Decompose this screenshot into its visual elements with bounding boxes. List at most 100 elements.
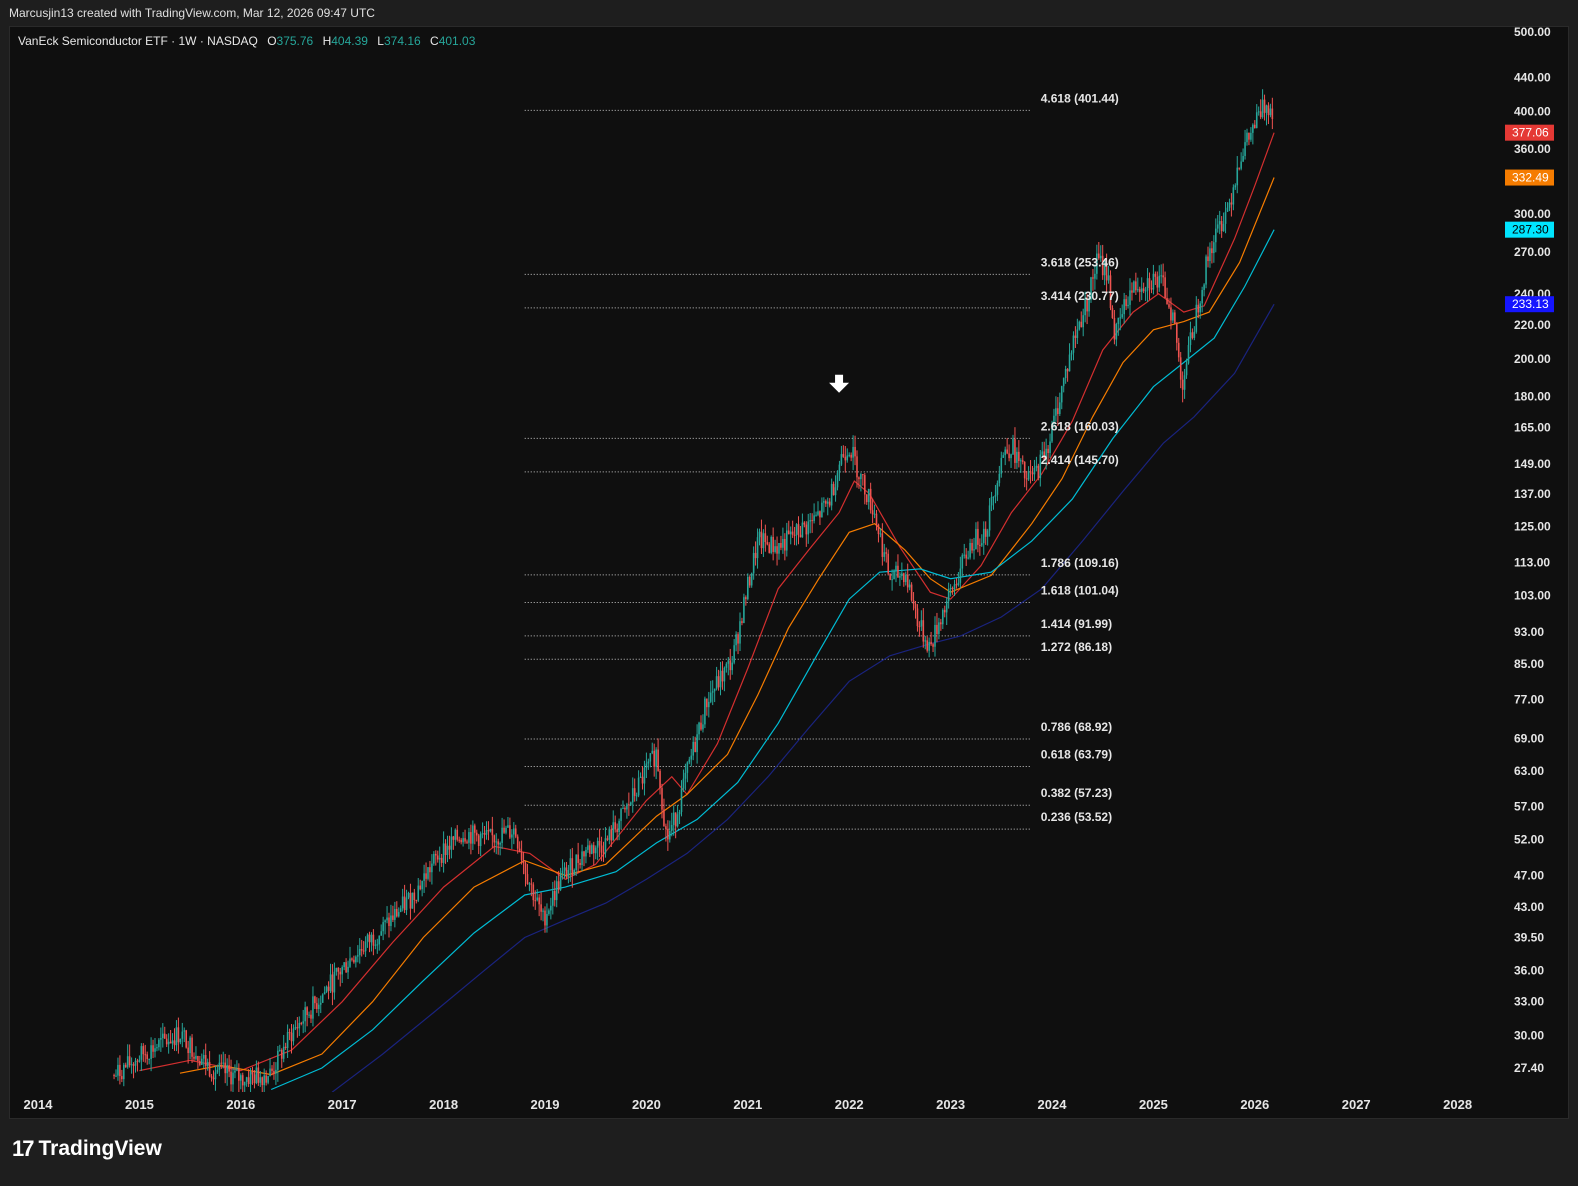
- candle-body-down: [444, 843, 447, 855]
- candle-body-down: [665, 826, 667, 830]
- candle-body-up: [433, 853, 435, 864]
- candle-body-down: [199, 1061, 201, 1065]
- candle-body-up: [622, 807, 624, 809]
- candle-body-up: [323, 991, 326, 995]
- candle-body-up: [318, 1004, 320, 1010]
- price-tag[interactable]: [1505, 169, 1554, 186]
- candle-body-up: [591, 845, 593, 854]
- candle-body-down: [903, 573, 905, 583]
- y-axis-tick-label: 500.00: [1514, 25, 1551, 39]
- candle-body-down: [1086, 298, 1088, 312]
- candle-body-down: [316, 1003, 318, 1010]
- fib-level-label: 4.618 (401.44): [1041, 91, 1119, 105]
- candle-body-down: [955, 584, 958, 586]
- candle-body-up: [1250, 132, 1252, 140]
- candle-body-up: [873, 513, 876, 515]
- x-axis-tick-label: 2028: [1443, 1097, 1472, 1112]
- candle-body-up: [684, 772, 687, 779]
- candle-body-down: [261, 1077, 264, 1086]
- candle-body-down: [811, 520, 813, 522]
- chart-pane[interactable]: [9, 26, 1569, 1119]
- candle-body-down: [1170, 307, 1172, 321]
- plot-area[interactable]: [113, 89, 1275, 1097]
- candle-body-down: [1211, 248, 1213, 254]
- candle-body-down: [1181, 379, 1184, 390]
- candle-body-up: [789, 531, 792, 535]
- candle-body-up: [688, 759, 691, 763]
- close-value: 401.03: [438, 34, 476, 48]
- candle-body-up: [893, 570, 895, 580]
- candle-body-down: [793, 534, 796, 536]
- candle-body-down: [280, 1049, 283, 1059]
- candle-body-up: [1115, 324, 1118, 340]
- candle-body-down: [865, 494, 868, 503]
- candle-body-up: [587, 845, 589, 850]
- candle-body-down: [971, 542, 973, 551]
- candle-body-down: [1156, 276, 1159, 288]
- candle-body-down: [1197, 304, 1200, 313]
- candle-body-up: [1041, 451, 1044, 455]
- candle-body-up: [823, 501, 825, 503]
- candle-body-up: [908, 584, 911, 588]
- price-tag[interactable]: [1505, 221, 1554, 238]
- candle-body-down: [1125, 299, 1127, 307]
- x-axis-tick-label: 2017: [328, 1097, 357, 1112]
- candle-body-up: [1137, 289, 1139, 291]
- candle-body-up: [581, 851, 583, 865]
- candle-body-up: [604, 838, 607, 854]
- candle-body-down: [273, 1070, 275, 1074]
- price-tag[interactable]: [1505, 124, 1554, 141]
- candle-body-down: [737, 634, 739, 644]
- candle-body-up: [481, 833, 484, 835]
- tradingview-brand[interactable]: 17 TradingView: [12, 1134, 162, 1164]
- fib-level-label: 1.618 (101.04): [1041, 583, 1119, 597]
- candle-body-up: [232, 1072, 234, 1085]
- candle-body-up: [963, 554, 966, 556]
- fib-level-label: 0.618 (63.79): [1041, 748, 1112, 762]
- candle-body-up: [1265, 105, 1268, 113]
- candle-body-up: [639, 776, 642, 778]
- candle-body-up: [282, 1046, 285, 1059]
- candle-body-up: [1183, 375, 1186, 390]
- candle-body-down: [979, 544, 981, 546]
- candle-body-up: [255, 1067, 258, 1084]
- candle-body-down: [1031, 472, 1034, 475]
- candle-body-down: [930, 641, 932, 645]
- candle-body-up: [1094, 273, 1096, 279]
- candle-body-up: [947, 588, 950, 602]
- candle-body-down: [764, 533, 767, 543]
- candle-body-up: [961, 555, 964, 569]
- candle-body-down: [530, 883, 533, 885]
- candle-body-up: [479, 833, 482, 847]
- candle-body-up: [1123, 299, 1125, 315]
- candle-body-up: [620, 808, 622, 821]
- candle-body-down: [429, 867, 431, 873]
- price-tag[interactable]: [1505, 296, 1554, 313]
- candle-body-up: [992, 496, 995, 498]
- candle-body-down: [362, 950, 365, 952]
- candle-body-up: [427, 867, 429, 879]
- y-axis-tick-label: 200.00: [1514, 352, 1551, 366]
- candle-body-down: [977, 528, 979, 545]
- candle-body-down: [633, 788, 636, 796]
- candle-body-up: [635, 795, 638, 797]
- candle-body-down: [520, 852, 523, 861]
- candle-body-up: [417, 885, 420, 901]
- candle-body-up: [743, 597, 745, 623]
- candle-body-down: [509, 825, 511, 838]
- candle-body-down: [1162, 275, 1164, 278]
- candle-body-up: [401, 896, 404, 909]
- candle-body-up: [1051, 423, 1053, 442]
- candle-body-up: [218, 1062, 221, 1070]
- candle-body-down: [503, 827, 505, 833]
- symbol-name[interactable]: VanEck Semiconductor ETF · 1W · NASDAQ: [18, 34, 258, 48]
- candle-body-up: [696, 734, 698, 753]
- x-axis-tick-label: 2015: [125, 1097, 154, 1112]
- candle-body-up: [397, 912, 400, 917]
- y-axis-tick-label: 27.40: [1514, 1061, 1544, 1075]
- candle-body-up: [1140, 288, 1143, 292]
- candle-body-down: [1131, 290, 1133, 293]
- candle-body-up: [1053, 415, 1055, 424]
- candle-body-up: [1078, 321, 1081, 330]
